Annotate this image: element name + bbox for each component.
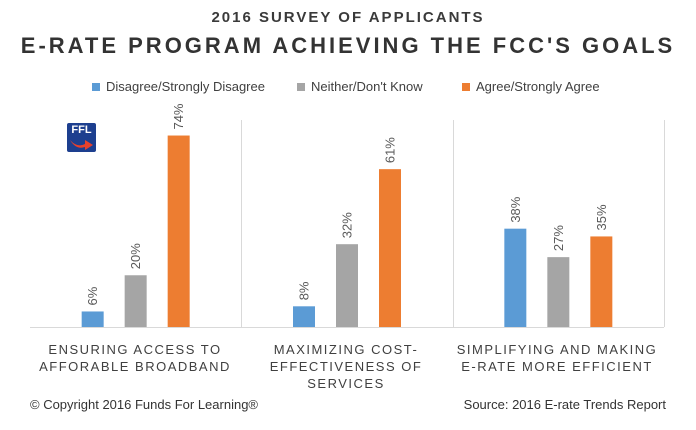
legend-item-neither: Neither/Don't Know	[297, 79, 423, 94]
category-label-1-line-2: EFFECTIVENESS OF SERVICES	[269, 359, 423, 391]
legend-label-agree: Agree/Strongly Agree	[476, 79, 600, 94]
bar-series-0-category-1	[293, 306, 315, 327]
data-label-series-0-category-0: 6%	[85, 286, 100, 305]
data-label-series-1-category-1: 32%	[340, 212, 355, 238]
copyright-text: © Copyright 2016 Funds For Learning®	[30, 397, 259, 412]
chart-subtitle: 2016 SURVEY OF APPLICANTS	[211, 9, 485, 26]
legend-label-neither: Neither/Don't Know	[311, 79, 423, 94]
category-label-0-line-2: AFFORABLE BROADBAND	[39, 359, 231, 374]
data-label-series-1-category-0: 20%	[128, 243, 143, 269]
logo-arrow-icon	[70, 140, 93, 150]
category-label-2: SIMPLIFYING AND MAKING E-RATE MORE EFFIC…	[450, 341, 664, 375]
legend-item-disagree: Disagree/Strongly Disagree	[92, 79, 265, 94]
category-label-0: ENSURING ACCESS TO AFFORABLE BROADBAND	[30, 341, 240, 375]
bar-series-2-category-1	[379, 169, 401, 327]
data-label-series-0-category-2: 38%	[508, 196, 523, 222]
data-label-series-0-category-1: 8%	[297, 281, 312, 300]
legend-label-disagree: Disagree/Strongly Disagree	[106, 79, 265, 94]
data-label-series-2-category-1: 61%	[383, 137, 398, 163]
category-label-1: MAXIMIZING COST- EFFECTIVENESS OF SERVIC…	[238, 341, 454, 392]
ffl-logo-icon: FFL	[67, 123, 96, 152]
bar-series-0-category-0	[81, 311, 104, 327]
category-label-0-line-1: ENSURING ACCESS TO	[48, 342, 222, 357]
data-label-series-2-category-2: 35%	[594, 204, 609, 230]
bar-series-1-category-1	[336, 244, 358, 327]
bar-series-1-category-0	[124, 275, 147, 327]
legend-swatch-neither	[297, 82, 305, 91]
legend-item-agree: Agree/Strongly Agree	[462, 79, 600, 94]
data-label-series-1-category-2: 27%	[551, 225, 566, 251]
category-label-2-line-1: SIMPLIFYING AND MAKING	[456, 342, 658, 357]
bar-series-1-category-2	[547, 257, 570, 327]
legend-swatch-disagree	[92, 82, 100, 91]
logo-text: FFL	[71, 124, 92, 136]
legend-swatch-agree	[462, 82, 470, 91]
data-label-series-2-category-0: 74%	[171, 103, 186, 129]
source-text: Source: 2016 E-rate Trends Report	[463, 397, 666, 412]
chart-legend: Disagree/Strongly Disagree Neither/Don't…	[0, 79, 696, 99]
category-label-1-line-1: MAXIMIZING COST-	[273, 342, 419, 357]
bar-series-2-category-2	[590, 236, 613, 327]
bar-series-0-category-2	[504, 228, 527, 327]
chart-title: E-RATE PROGRAM ACHIEVING THE FCC'S GOALS	[20, 33, 676, 58]
bar-series-2-category-0	[167, 135, 190, 327]
category-label-2-line-2: E-RATE MORE EFFICIENT	[461, 359, 653, 374]
